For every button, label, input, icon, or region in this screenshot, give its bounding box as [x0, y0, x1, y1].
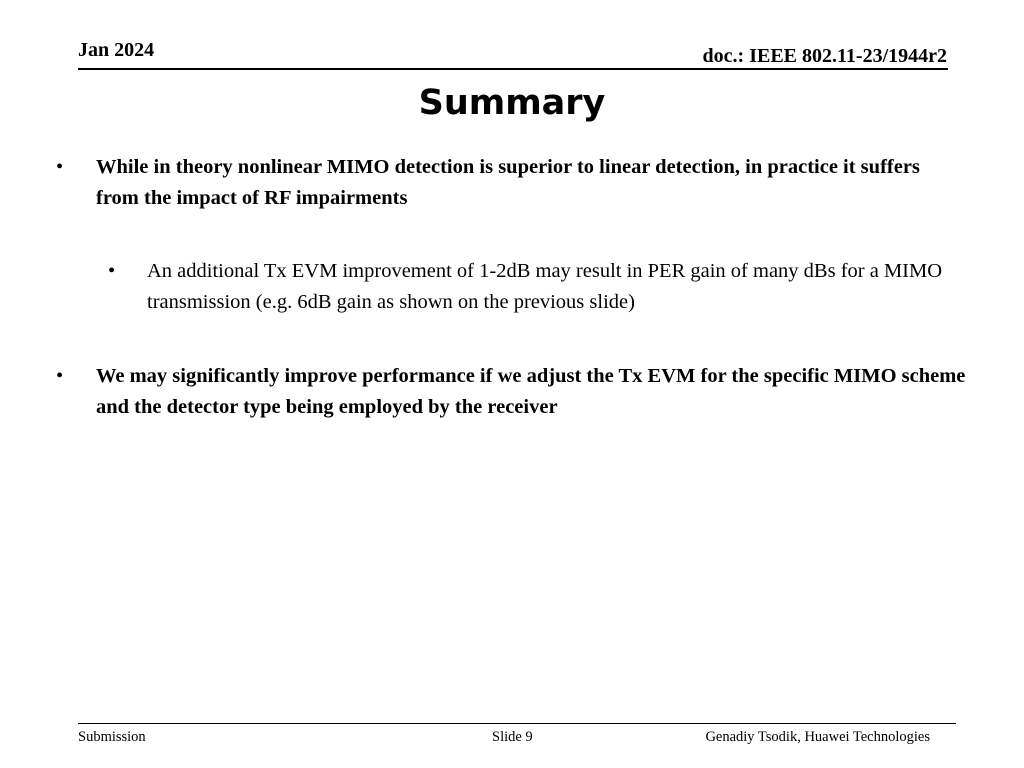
- footer-submission: Submission: [78, 729, 146, 745]
- bullet-text: While in theory nonlinear MIMO detection…: [96, 156, 920, 209]
- bullet-text: We may significantly improve performance…: [96, 365, 966, 418]
- footer-divider: [78, 723, 956, 724]
- header-divider: [78, 68, 948, 70]
- bullet-marker: •: [108, 260, 116, 282]
- footer-slide-number: Slide 9: [492, 729, 533, 745]
- bullet-text: An additional Tx EVM improvement of 1-2d…: [147, 260, 943, 313]
- footer-author: Genadiy Tsodik, Huawei Technologies: [705, 729, 930, 745]
- slide-title: Summary: [418, 83, 606, 123]
- bullet-marker: •: [56, 156, 64, 178]
- header-doc-id: doc.: IEEE 802.11-23/1944r2: [702, 45, 947, 67]
- header-date: Jan 2024: [78, 39, 155, 61]
- bullet-marker: •: [56, 365, 64, 387]
